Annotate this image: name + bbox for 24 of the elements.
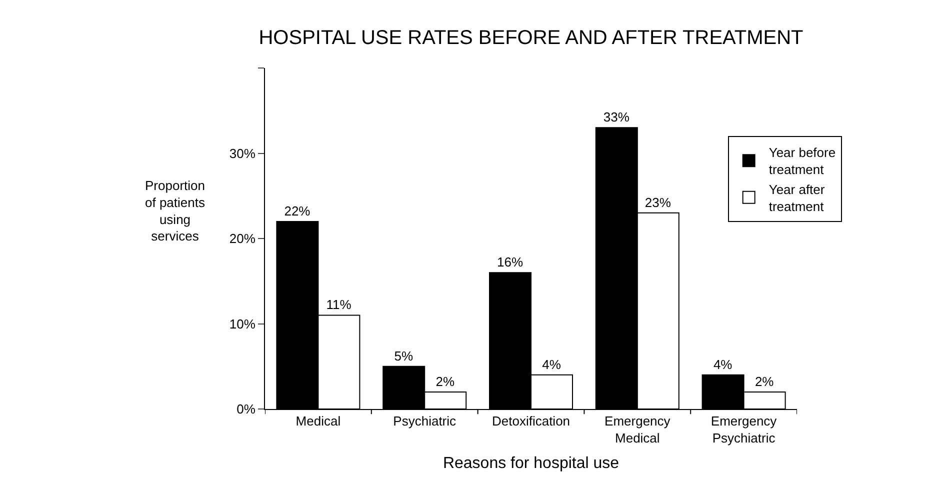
x-tick-label: Emergency Medical [604,414,671,446]
data-label: 4% [542,356,562,372]
x-axis-title: Reasons for hospital use [442,455,620,472]
data-label: 22% [284,203,311,218]
data-label: 11% [326,297,352,312]
x-tick-label: Detoxification [492,414,570,429]
chart-title: HOSPITAL USE RATES BEFORE AND AFTER TREATMENT [258,26,804,49]
x-tick-label: Psychiatric [393,414,457,429]
data-label: 2% [436,374,455,389]
legend-label: Year after treatment [768,182,826,214]
x-tick-label: Emergency Psychiatric [710,414,778,446]
data-label: 23% [644,194,672,210]
data-label: 5% [394,348,414,364]
data-label: 16% [497,254,524,270]
data-label: 4% [713,356,733,372]
x-tick-label: Medical [296,414,341,429]
y-tick-label: 10% [229,316,256,332]
data-label: 33% [603,110,630,125]
y-tick-label: 20% [229,231,256,246]
legend-label: Year before treatment [768,145,836,178]
y-axis-title: Proportion of patients using services [145,178,206,244]
y-tick-label: 30% [229,146,256,161]
y-tick-label: 0% [236,402,256,417]
data-label: 2% [754,374,774,389]
